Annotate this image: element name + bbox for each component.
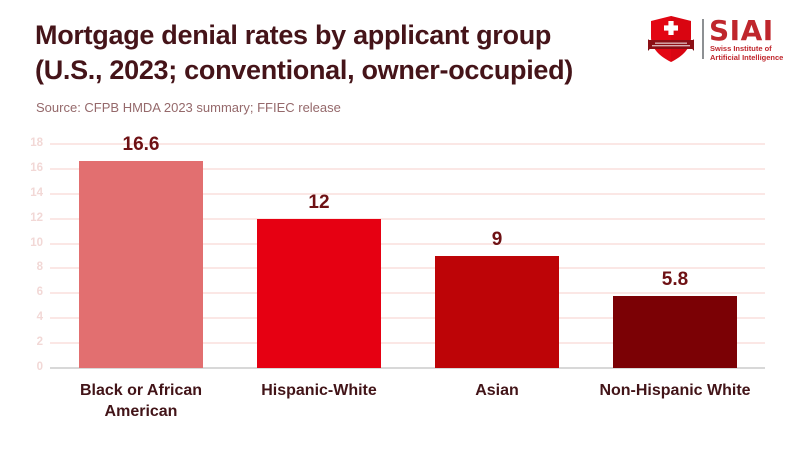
category-label: Asian <box>475 382 519 399</box>
gridline <box>50 167 765 170</box>
gridline <box>50 143 765 145</box>
logo-tagline: Swiss Institute of Artificial Intelligen… <box>710 44 784 62</box>
category-label: Non-Hispanic White <box>599 382 751 399</box>
gridline <box>50 267 765 270</box>
bar-value-label: 5.8 <box>661 268 689 290</box>
logo-tagline-line1: Swiss Institute of <box>710 44 772 53</box>
bar <box>257 218 381 368</box>
bar-value-label: 9 <box>491 229 503 250</box>
bar <box>613 295 737 368</box>
gridline <box>50 342 765 345</box>
chart-title-line1: Mortgage denial rates by applicant group <box>35 20 552 50</box>
category-label: Black or African American <box>79 382 203 420</box>
gridline <box>50 317 765 320</box>
y-tick-label: 2 <box>36 336 43 349</box>
source-note: Source: CFPB HMDA 2023 summary; FFIEC re… <box>36 100 341 115</box>
siai-logo: SIAI Swiss Institute of Artificial Intel… <box>646 14 796 66</box>
shield-icon <box>648 16 694 62</box>
y-tick-label: 16 <box>30 161 43 174</box>
chart-title: Mortgage denial rates by applicant group… <box>35 18 573 88</box>
y-tick-label: 14 <box>30 186 43 199</box>
bar-chart: 0 2 4 6 8 10 12 14 16 18 16.6 Black or African Amer… <box>0 130 800 450</box>
y-tick-label: 10 <box>30 236 43 249</box>
y-tick-label: 12 <box>30 211 43 224</box>
logo-tagline-line2: Artificial Intelligence <box>710 52 784 62</box>
gridline <box>50 217 765 220</box>
category-label: Hispanic-White <box>261 382 377 399</box>
bar-value-label: 12 <box>308 191 330 213</box>
logo-brand-text: SIAI <box>709 14 774 47</box>
logo-divider <box>702 19 704 59</box>
gridline <box>50 192 765 195</box>
bar <box>79 161 203 368</box>
bar-value-label: 16.6 <box>122 134 160 156</box>
gridline <box>50 292 765 295</box>
bar <box>435 256 559 368</box>
y-tick-label: 0 <box>36 361 43 373</box>
y-tick-label: 18 <box>30 137 43 149</box>
gridline <box>50 242 765 245</box>
y-tick-label: 8 <box>36 261 43 274</box>
y-tick-label: 4 <box>36 311 43 324</box>
y-tick-label: 6 <box>36 286 43 299</box>
chart-title-line2: (U.S., 2023; conventional, owner-occupie… <box>35 55 574 85</box>
x-axis-baseline <box>50 367 765 369</box>
